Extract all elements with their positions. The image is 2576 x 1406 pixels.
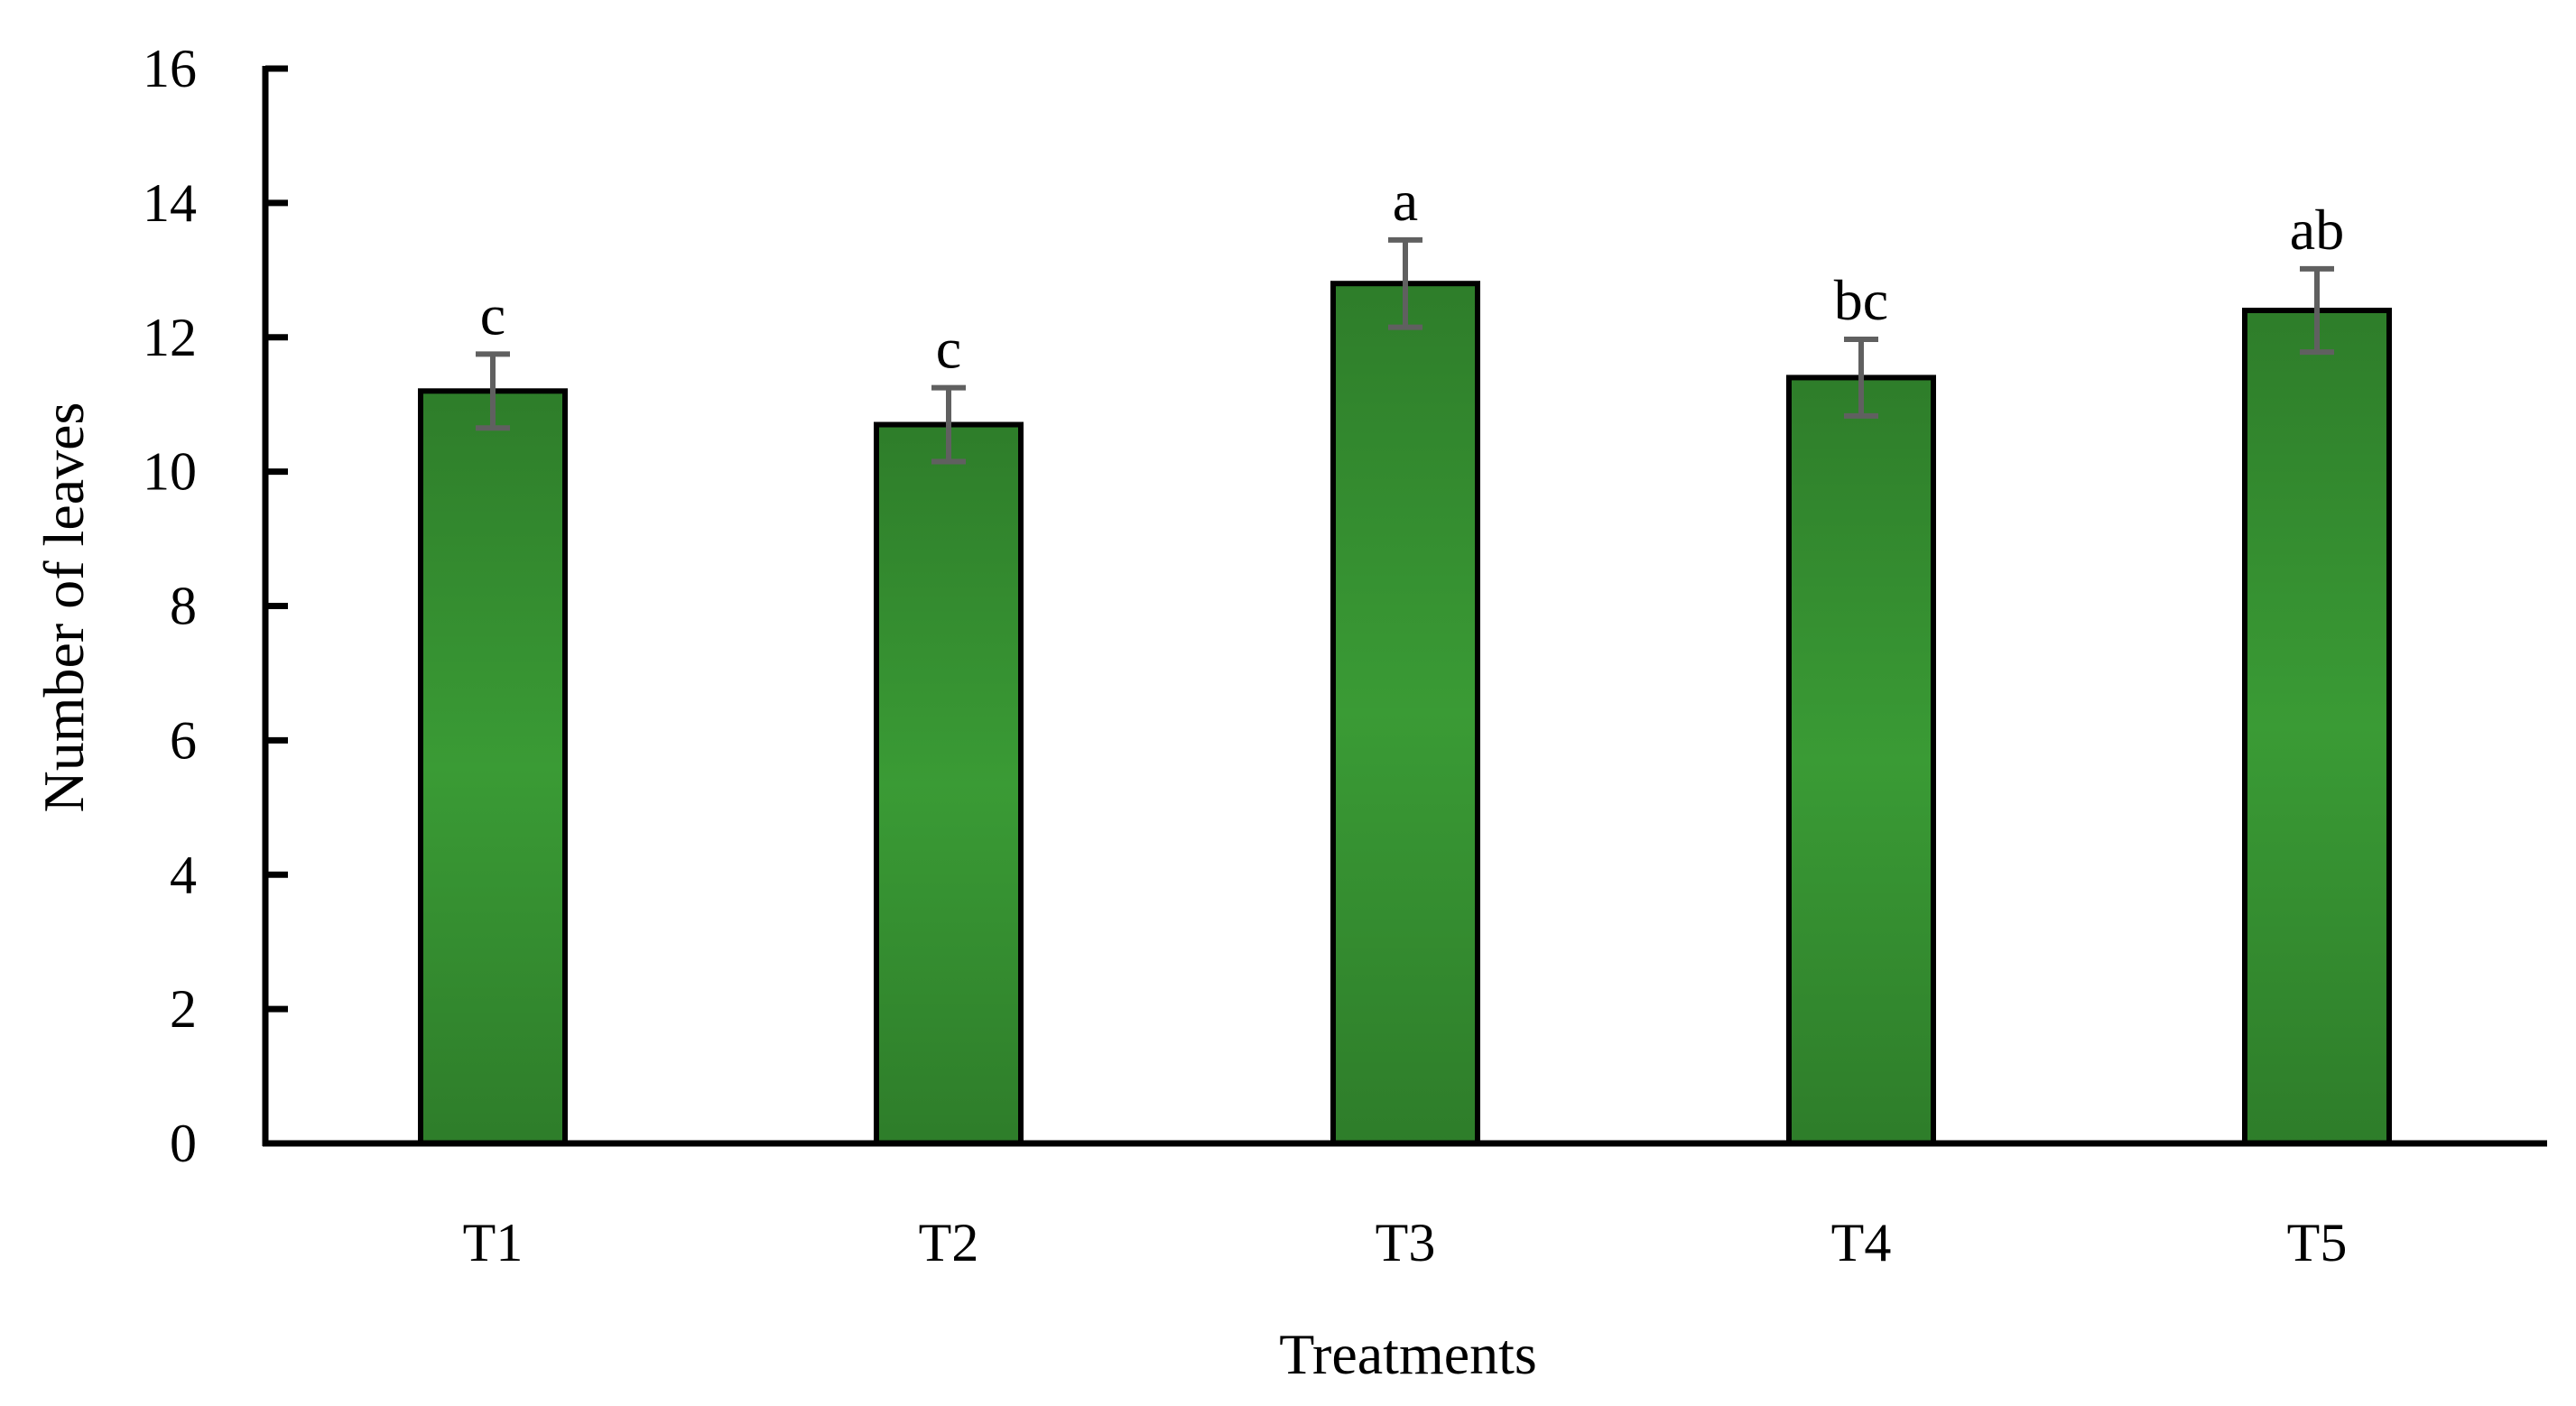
bar-t4: bc <box>1786 268 1936 1147</box>
y-tick-label: 6 <box>170 710 197 770</box>
bar-t5: ab <box>2242 198 2392 1147</box>
bars-group: c c a bc ab <box>418 169 2392 1147</box>
significance-letter: bc <box>1834 268 1888 332</box>
y-tick-label: 10 <box>143 442 197 502</box>
significance-letter: c <box>936 317 961 381</box>
y-axis: 0 2 4 6 8 10 12 14 16 <box>143 39 288 1173</box>
significance-letter: a <box>1393 169 1418 233</box>
y-axis-title: Number of leaves <box>32 402 96 813</box>
x-tick-label: T5 <box>2287 1213 2348 1272</box>
error-bar <box>1844 336 1878 419</box>
x-tick-label: T1 <box>463 1213 524 1272</box>
bar-t3: a <box>1330 169 1480 1146</box>
y-tick-label: 16 <box>143 39 197 98</box>
y-tick-label: 14 <box>143 173 197 233</box>
y-tick-label: 0 <box>170 1114 197 1173</box>
error-bar <box>476 351 510 431</box>
x-axis-title: Treatments <box>1279 1322 1537 1386</box>
bar-t2: c <box>874 317 1024 1146</box>
significance-letter: c <box>480 282 505 347</box>
x-tick-label: T2 <box>919 1213 979 1272</box>
bar-rect <box>418 388 568 1146</box>
error-bar <box>931 384 966 465</box>
bar-rect <box>2242 307 2392 1147</box>
bar-rect <box>1330 281 1480 1146</box>
error-bar <box>1388 236 1422 330</box>
significance-letter: ab <box>2290 198 2344 262</box>
y-tick-label: 4 <box>170 845 197 904</box>
bar-t1: c <box>418 282 568 1146</box>
y-tick-label: 2 <box>170 979 197 1039</box>
x-tick-label: T4 <box>1831 1213 1892 1272</box>
bar-rect <box>874 421 1024 1146</box>
y-tick-label: 8 <box>170 577 197 636</box>
y-tick-label: 12 <box>143 308 197 367</box>
x-tick-label: T3 <box>1376 1213 1436 1272</box>
bar-rect <box>1786 375 1936 1147</box>
x-axis: T1 T2 T3 T4 T5 <box>263 1140 2547 1272</box>
error-bar <box>2300 265 2334 356</box>
